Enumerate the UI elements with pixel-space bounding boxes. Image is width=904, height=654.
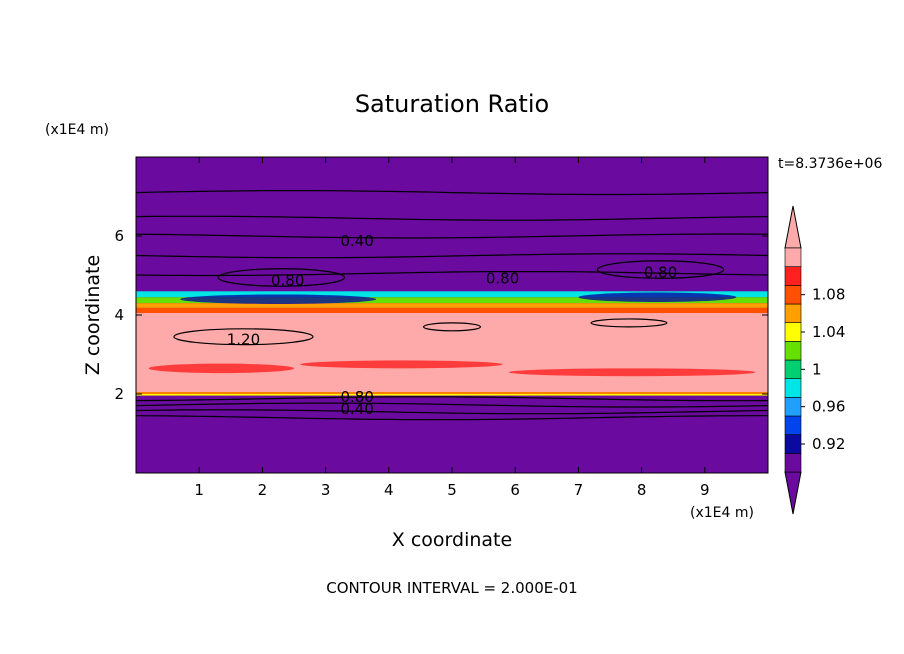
contour-label: 1.20: [227, 331, 260, 349]
contour-label: 0.80: [644, 264, 677, 282]
saturation-streak: [148, 363, 294, 374]
contour-loop: [173, 328, 314, 346]
colorbar-swatch: [784, 285, 802, 305]
colorbar-swatch: [784, 397, 802, 417]
colorbar-over-arrow: [784, 205, 802, 249]
colorbar-under-arrow: [784, 471, 802, 515]
contour-line: [135, 271, 769, 277]
x-tick-label: 9: [700, 481, 710, 499]
contour-line: [135, 409, 769, 415]
saturation-band: [136, 291, 768, 298]
plot-area: 0.400.80 0.80 0.801.200.800.40: [135, 156, 769, 474]
contour-label: 0.40: [340, 400, 373, 418]
y-axis-ticks: 2 4 6: [114, 227, 768, 403]
colorbar: 0.92 0.96 1 1.04 1.08: [784, 205, 845, 515]
contour-line: [135, 215, 769, 221]
contour-line: [135, 253, 769, 259]
x-unit-label: (x1E4 m): [690, 505, 754, 521]
saturation-band: [136, 394, 768, 396]
contour-loop: [217, 268, 346, 287]
x-tick-label: 8: [637, 481, 647, 499]
saturation-band: [136, 392, 768, 394]
colorbar-swatch: [784, 434, 802, 454]
colorbar-swatch: [784, 247, 802, 267]
contour-line: [135, 190, 769, 196]
colorbar-swatch: [784, 453, 802, 473]
y-tick-label: 4: [114, 306, 124, 324]
x-tick-label: 5: [447, 481, 457, 499]
contour-label: 0.80: [340, 388, 373, 406]
contour-loop: [596, 260, 725, 279]
saturation-streak: [180, 294, 377, 304]
saturation-streak: [508, 368, 756, 377]
saturation-band: [136, 297, 768, 304]
colorbar-tick-label: 1.04: [812, 323, 845, 341]
contour-label: 0.80: [271, 271, 304, 289]
x-tick-label: 3: [321, 481, 331, 499]
y-unit-label: (x1E4 m): [45, 122, 109, 138]
contour-line: [135, 396, 769, 402]
colorbar-tick-label: 0.92: [812, 435, 845, 453]
y-tick-label: 6: [114, 227, 124, 245]
x-tick-label: 6: [510, 481, 520, 499]
contour-loop: [422, 322, 482, 332]
contour-interval-footer: CONTOUR INTERVAL = 2.000E-01: [326, 579, 577, 597]
colorbar-swatch: [784, 415, 802, 435]
contour-line: [135, 233, 769, 239]
colorbar-tick-label: 1: [812, 360, 822, 378]
saturation-streak: [578, 292, 737, 302]
saturation-band: [136, 313, 768, 393]
saturation-band: [136, 307, 768, 314]
contour-lines: [135, 190, 769, 421]
x-tick-label: 7: [574, 481, 584, 499]
contour-line: [135, 415, 768, 421]
colorbar-swatch: [784, 378, 802, 398]
x-axis-label: X coordinate: [392, 529, 512, 551]
colorbar-swatch: [784, 303, 802, 323]
contour-loop: [590, 318, 668, 328]
y-tick-label: 2: [114, 385, 124, 403]
x-axis-ticks: 1 2 3 4 5 6 7 8 9: [194, 157, 710, 499]
x-tick-label: 4: [384, 481, 394, 499]
contour-labels: 0.400.80 0.80 0.801.200.800.40: [227, 232, 678, 418]
saturation-streak: [300, 360, 503, 369]
y-axis-label: Z coordinate: [82, 255, 104, 375]
colorbar-swatch: [784, 341, 802, 361]
chart-title: Saturation Ratio: [355, 90, 549, 118]
contour-line: [135, 402, 769, 408]
contour-label: 0.40: [340, 232, 373, 250]
time-label: t=8.3736e+06: [778, 156, 882, 172]
colorbar-swatch: [784, 266, 802, 286]
colorbar-swatch: [784, 359, 802, 379]
colorbar-tick-label: 0.96: [812, 398, 845, 416]
saturation-bands: [136, 291, 768, 396]
colorbar-tick-label: 1.08: [812, 286, 845, 304]
colorbar-swatch: [784, 322, 802, 342]
x-tick-label: 2: [258, 481, 268, 499]
contour-label: 0.80: [486, 269, 519, 287]
x-tick-label: 1: [194, 481, 204, 499]
saturation-band: [136, 303, 768, 308]
